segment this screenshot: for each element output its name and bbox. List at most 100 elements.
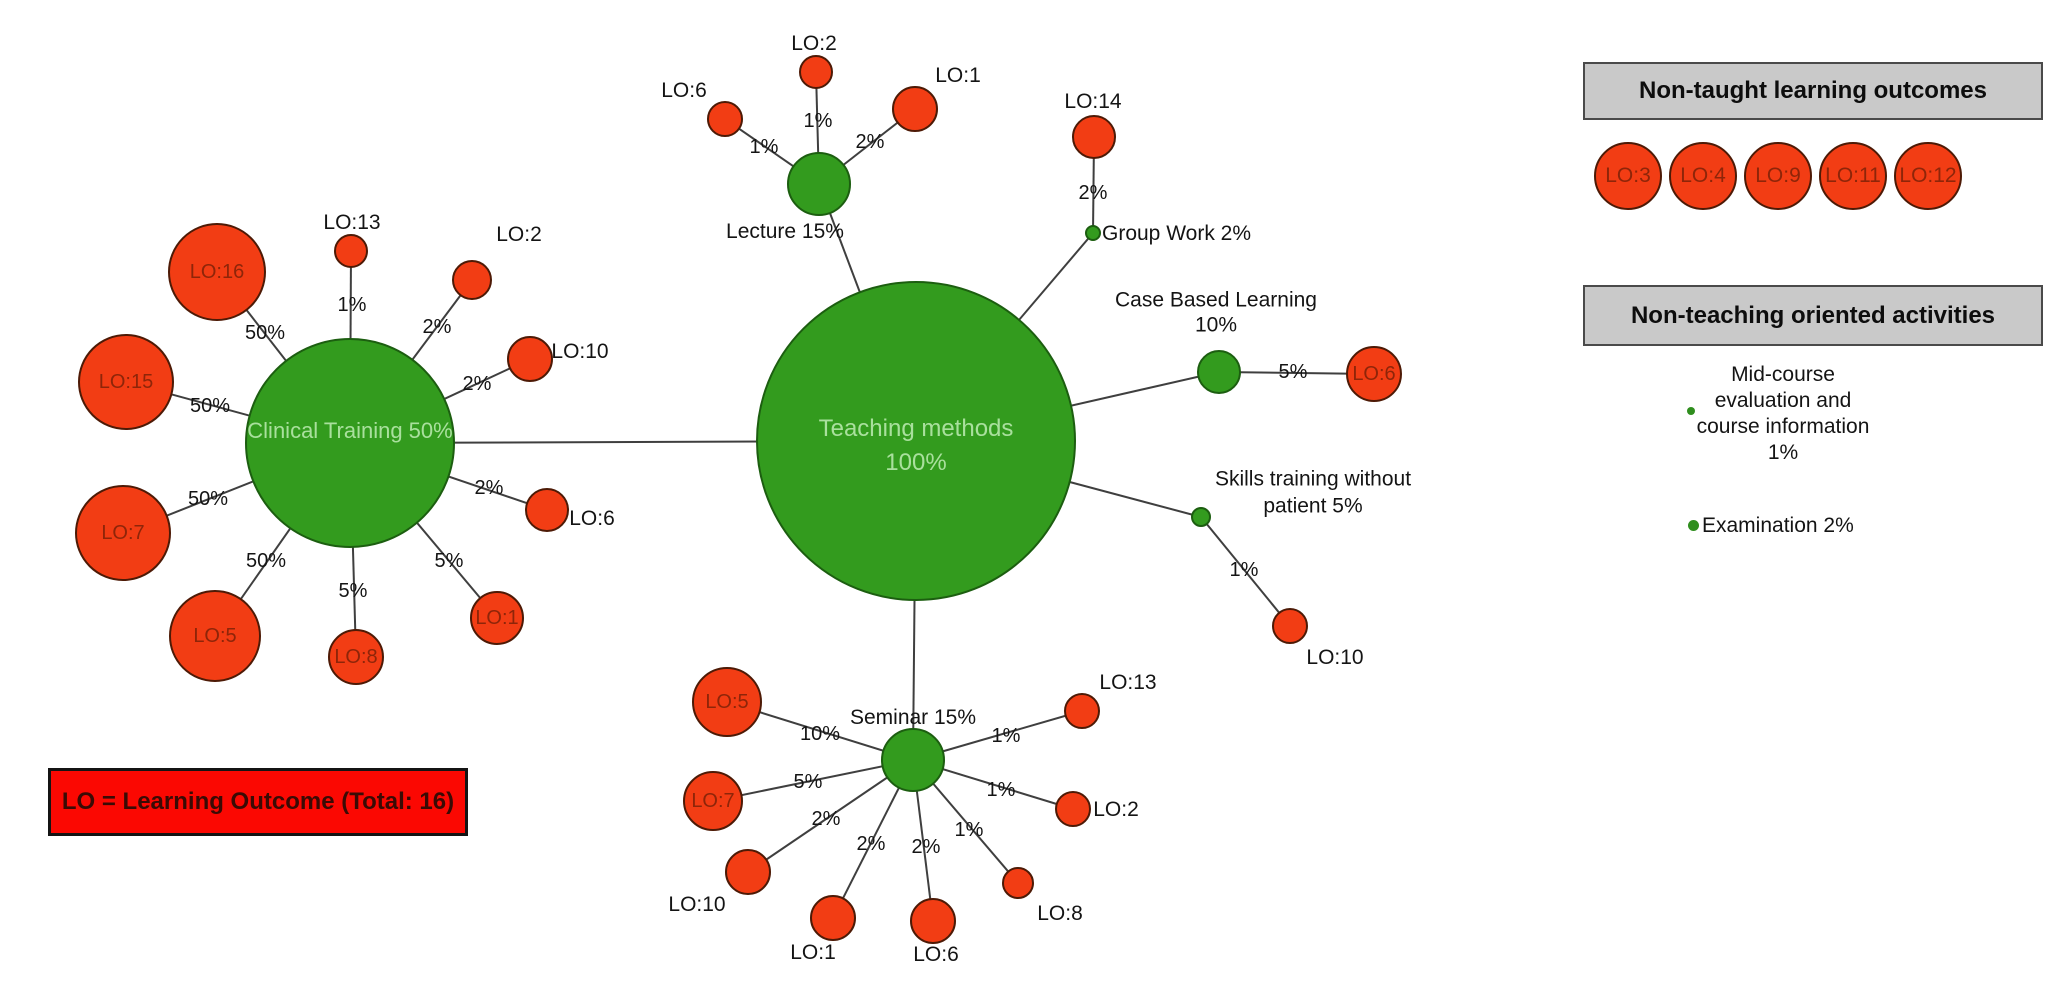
pct-seminar-LO:13: 1% — [992, 725, 1021, 747]
legend-non-taught-title: Non-taught learning outcomes — [1639, 77, 1987, 104]
node-lecture-LO:2 — [799, 55, 833, 89]
node-clinical-LO:2 — [452, 260, 492, 300]
hub-skills — [1191, 507, 1211, 527]
non-taught-lo-label: LO:11 — [1825, 164, 1881, 187]
label-seminar-LO:8: LO:8 — [1037, 902, 1083, 925]
legend-non-taught-circles: LO:3 LO:4 LO:9 LO:11 LO:12 — [1594, 142, 1962, 210]
label-seminar-LO:10: LO:10 — [668, 893, 725, 916]
label-seminar-LO:6: LO:6 — [913, 943, 959, 966]
label-clinical-LO:5: LO:5 — [193, 625, 236, 647]
legend-item-examination: Examination 2% — [1702, 514, 1854, 537]
non-taught-lo-circle: LO:3 — [1594, 142, 1662, 210]
node-clinical-LO:1 — [470, 591, 524, 645]
node-clinical-LO:16 — [168, 223, 266, 321]
node-clinical-LO:15 — [78, 334, 174, 430]
pct-seminar-LO:10: 2% — [812, 808, 841, 830]
label-skills-LO:10: LO:10 — [1306, 646, 1363, 669]
node-cbl-LO:6 — [1346, 346, 1402, 402]
pct-cbl-LO:6: 5% — [1279, 361, 1308, 383]
label-clinical-LO:6: LO:6 — [569, 507, 615, 530]
pct-seminar-LO:7: 5% — [794, 771, 823, 793]
label-lecture-LO:2: LO:2 — [791, 32, 837, 55]
hub-label-cbl: Case Based Learning 10% — [1115, 288, 1317, 336]
label-lecture-LO:6: LO:6 — [661, 79, 707, 102]
label-seminar-LO:5: LO:5 — [705, 691, 748, 713]
pct-seminar-LO:2: 1% — [987, 779, 1016, 801]
legend-non-taught-header: Non-taught learning outcomes — [1583, 62, 2043, 120]
label-clinical-LO:10: LO:10 — [551, 340, 608, 363]
node-seminar-LO:8 — [1002, 867, 1034, 899]
examination-dot-icon — [1688, 520, 1699, 531]
legend-non-teaching-title: Non-teaching oriented activities — [1630, 301, 1996, 329]
node-lecture-LO:6 — [707, 101, 743, 137]
label-lecture-LO:1: LO:1 — [935, 64, 981, 87]
non-taught-lo-circle: LO:11 — [1819, 142, 1887, 210]
label-clinical-LO:8: LO:8 — [334, 646, 377, 668]
label-clinical-LO:7: LO:7 — [101, 522, 144, 544]
hub-label-clinical: Clinical Training 50% — [247, 418, 452, 443]
label-groupwork-LO:14: LO:14 — [1064, 90, 1122, 113]
non-taught-lo-label: LO:4 — [1680, 164, 1726, 187]
non-taught-lo-circle: LO:4 — [1669, 142, 1737, 210]
hub-label-lecture: Lecture 15% — [726, 220, 844, 243]
label-seminar-LO:7: LO:7 — [691, 790, 734, 812]
pct-lecture-LO:6: 1% — [750, 136, 779, 158]
pct-clinical-LO:10: 2% — [463, 373, 492, 395]
label-seminar-LO:1: LO:1 — [790, 941, 836, 964]
hub-label-seminar: Seminar 15% — [850, 706, 976, 729]
label-clinical-LO:16: LO:16 — [190, 261, 244, 283]
pct-skills-LO:10: 1% — [1230, 559, 1259, 581]
edge-seminar-LO:7 — [712, 759, 914, 802]
pct-seminar-LO:8: 1% — [955, 819, 984, 841]
midcourse-dot-icon — [1687, 407, 1695, 415]
pct-clinical-LO:8: 5% — [339, 580, 368, 602]
pct-seminar-LO:6: 2% — [912, 836, 941, 858]
node-seminar-LO:2 — [1055, 791, 1091, 827]
node-clinical-LO:8 — [328, 629, 384, 685]
label-clinical-LO:1: LO:1 — [475, 607, 518, 629]
node-seminar-LO:10 — [725, 849, 771, 895]
edge-skills-LO:10 — [1200, 516, 1291, 627]
node-clinical-LO:6 — [525, 488, 569, 532]
legend-non-teaching-header: Non-teaching oriented activities — [1583, 285, 2043, 346]
node-clinical-LO:10 — [507, 336, 553, 382]
pct-seminar-LO:5: 10% — [800, 723, 840, 745]
label-clinical-LO:15: LO:15 — [99, 371, 153, 393]
non-taught-lo-label: LO:3 — [1605, 164, 1651, 187]
non-taught-lo-circle: LO:12 — [1894, 142, 1962, 210]
pct-clinical-LO:15: 50% — [190, 395, 230, 417]
node-seminar-LO:7 — [683, 771, 743, 831]
node-groupwork-LO:14 — [1072, 115, 1116, 159]
hub-teaching — [756, 281, 1076, 601]
node-clinical-LO:7 — [75, 485, 171, 581]
pct-seminar-LO:1: 2% — [857, 833, 886, 855]
node-skills-LO:10 — [1272, 608, 1308, 644]
non-taught-lo-label: LO:9 — [1755, 164, 1801, 187]
node-seminar-LO:1 — [810, 895, 856, 941]
node-seminar-LO:6 — [910, 898, 956, 944]
node-clinical-LO:5 — [169, 590, 261, 682]
pct-lecture-LO:1: 2% — [856, 131, 885, 153]
lo-definition-label: LO = Learning Outcome (Total: 16) — [61, 788, 455, 815]
legend-item-midcourse: Mid-course evaluation and course informa… — [1696, 363, 1870, 464]
label-clinical-LO:2: LO:2 — [496, 223, 542, 246]
label-clinical-LO:13: LO:13 — [323, 211, 380, 234]
node-seminar-LO:5 — [692, 667, 762, 737]
pct-clinical-LO:6: 2% — [475, 477, 504, 499]
pct-lecture-LO:2: 1% — [804, 110, 833, 132]
hub-clinical — [245, 338, 455, 548]
hub-seminar — [881, 728, 945, 792]
pct-clinical-LO:2: 2% — [423, 316, 452, 338]
edge-seminar-LO:10 — [747, 759, 914, 873]
non-taught-lo-label: LO:12 — [1899, 164, 1957, 187]
hub-groupwork — [1085, 225, 1101, 241]
pct-clinical-LO:5: 50% — [246, 550, 286, 572]
pct-groupwork-LO:14: 2% — [1079, 182, 1108, 204]
pct-clinical-LO:13: 1% — [338, 294, 367, 316]
node-lecture-LO:1 — [892, 86, 938, 132]
pct-clinical-LO:7: 50% — [188, 488, 228, 510]
hub-cbl — [1197, 350, 1241, 394]
node-seminar-LO:13 — [1064, 693, 1100, 729]
